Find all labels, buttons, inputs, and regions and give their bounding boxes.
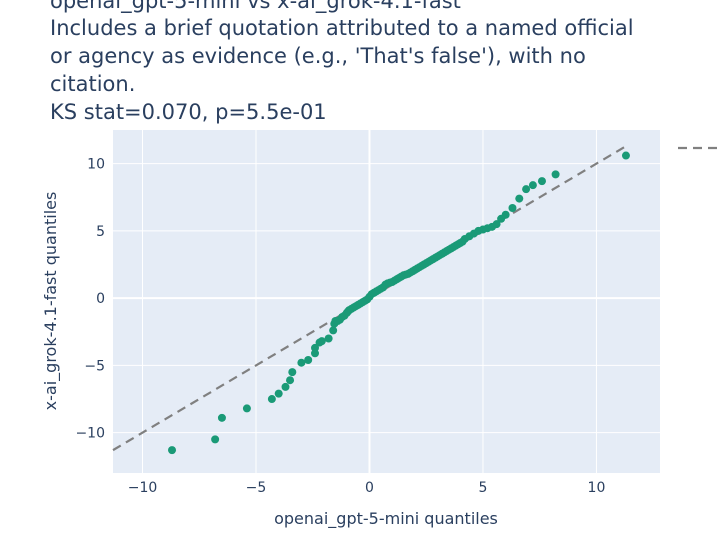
title-line-1: openai_gpt-5-mini vs x-ai_grok-4.1-fast	[50, 0, 461, 14]
y-axis-title: x-ai_grok-4.1-fast quantiles	[41, 192, 61, 411]
data-point	[281, 382, 290, 391]
data-point	[492, 220, 501, 229]
title-line-5: KS stat=0.070, p=5.5e-01	[50, 100, 327, 124]
title-line-4: citation.	[50, 72, 135, 96]
data-point	[297, 358, 306, 367]
data-point	[621, 151, 630, 160]
data-point	[329, 326, 338, 335]
data-point	[551, 170, 560, 179]
x-tick-label: 5	[479, 480, 488, 496]
data-point	[168, 446, 177, 455]
data-point	[317, 337, 326, 346]
data-point	[501, 210, 510, 219]
data-point	[304, 356, 313, 365]
x-tick-label: −10	[128, 480, 158, 496]
data-points	[168, 151, 630, 455]
data-point	[286, 376, 295, 385]
x-tick-label: 0	[365, 480, 374, 496]
x-tick-label: −5	[246, 480, 267, 496]
y-tick-label: 10	[87, 157, 105, 173]
title-line-3: or agency as evidence (e.g., 'That's fal…	[50, 44, 586, 68]
data-point	[528, 181, 537, 190]
plot-area	[113, 130, 660, 473]
reference-line	[112, 145, 627, 452]
x-axis-title: openai_gpt-5-mini quantiles	[274, 509, 498, 529]
data-point	[211, 435, 220, 444]
data-point	[537, 177, 546, 186]
data-point	[267, 395, 276, 404]
data-point	[242, 404, 251, 413]
data-point	[515, 194, 524, 203]
x-tick-labels: −10 −5 0 5 10	[128, 480, 606, 496]
data-point	[522, 185, 531, 194]
chart-title: openai_gpt-5-mini vs x-ai_grok-4.1-fast …	[50, 0, 634, 124]
data-point	[324, 334, 333, 343]
data-point	[508, 204, 517, 213]
y-tick-label: −5	[84, 358, 105, 374]
title-line-2: Includes a brief quotation attributed to…	[50, 16, 634, 40]
data-point	[311, 343, 320, 352]
data-point	[274, 389, 283, 398]
data-point	[288, 368, 297, 377]
y-tick-label: 5	[96, 224, 105, 240]
y-tick-labels: −10 −5 0 5 10	[75, 157, 105, 442]
data-point	[217, 413, 226, 422]
y-tick-label: 0	[96, 291, 105, 307]
x-tick-label: 10	[588, 480, 606, 496]
y-tick-label: −10	[75, 426, 105, 442]
